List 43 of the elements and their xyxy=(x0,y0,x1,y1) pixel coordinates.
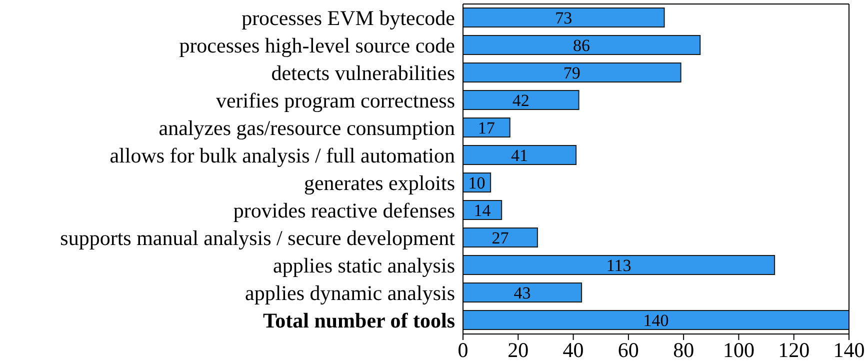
bar xyxy=(463,62,682,82)
y-tick-label: applies static analysis xyxy=(273,253,455,278)
y-tick-label: detects vulnerabilities xyxy=(271,60,455,85)
data-label: 41 xyxy=(511,146,528,166)
y-tick-label: allows for bulk analysis / full automation xyxy=(110,143,456,168)
x-tick-label: 120 xyxy=(778,338,810,362)
bar xyxy=(463,145,577,165)
x-tick-label: 40 xyxy=(562,338,584,362)
data-label: 73 xyxy=(555,8,572,28)
data-label: 86 xyxy=(573,36,590,56)
y-tick-label: applies dynamic analysis xyxy=(245,280,455,305)
bar xyxy=(463,200,502,220)
y-tick-label: verifies program correctness xyxy=(216,88,455,112)
x-tick-label: 100 xyxy=(722,338,754,362)
bar xyxy=(463,90,580,110)
bar xyxy=(463,255,776,275)
data-label: 113 xyxy=(606,256,632,276)
data-label: 17 xyxy=(478,118,496,138)
data-label: 10 xyxy=(468,174,486,193)
bar xyxy=(463,228,538,248)
x-tick-label: 140 xyxy=(833,338,865,362)
bar xyxy=(463,8,665,28)
x-tick-label: 60 xyxy=(618,338,639,362)
data-label: 14 xyxy=(474,201,492,220)
x-tick-label: 80 xyxy=(673,338,694,362)
y-tick-label: provides reactive defenses xyxy=(233,198,455,222)
data-label: 27 xyxy=(492,228,510,248)
bar xyxy=(463,310,849,330)
y-tick-label: supports manual analysis / secure development xyxy=(60,226,456,250)
y-tick-label: processes high-level source code xyxy=(179,33,455,58)
x-tick-label: 0 xyxy=(458,338,468,362)
y-tick-label: Total number of tools xyxy=(263,308,455,332)
x-tick-label: 20 xyxy=(508,338,529,362)
y-tick-label: generates exploits xyxy=(304,170,455,195)
data-label: 43 xyxy=(514,284,531,303)
y-tick-label: processes EVM bytecode xyxy=(242,6,455,30)
data-label: 79 xyxy=(563,64,580,83)
data-label: 140 xyxy=(643,311,669,330)
bar xyxy=(463,118,510,138)
data-label: 42 xyxy=(512,91,530,110)
bar xyxy=(463,35,701,55)
y-tick-label: analyzes gas/resource consumption xyxy=(158,116,456,140)
bar xyxy=(463,282,582,302)
